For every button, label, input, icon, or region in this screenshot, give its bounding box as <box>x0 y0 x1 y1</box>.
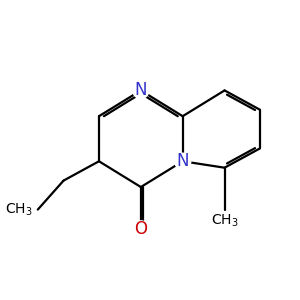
Text: CH$_3$: CH$_3$ <box>5 201 33 218</box>
Circle shape <box>133 221 149 237</box>
Text: CH$_3$: CH$_3$ <box>211 213 239 229</box>
Circle shape <box>175 153 191 169</box>
Text: N: N <box>176 152 189 170</box>
Circle shape <box>133 82 149 98</box>
Text: O: O <box>134 220 147 238</box>
Text: N: N <box>135 81 147 99</box>
